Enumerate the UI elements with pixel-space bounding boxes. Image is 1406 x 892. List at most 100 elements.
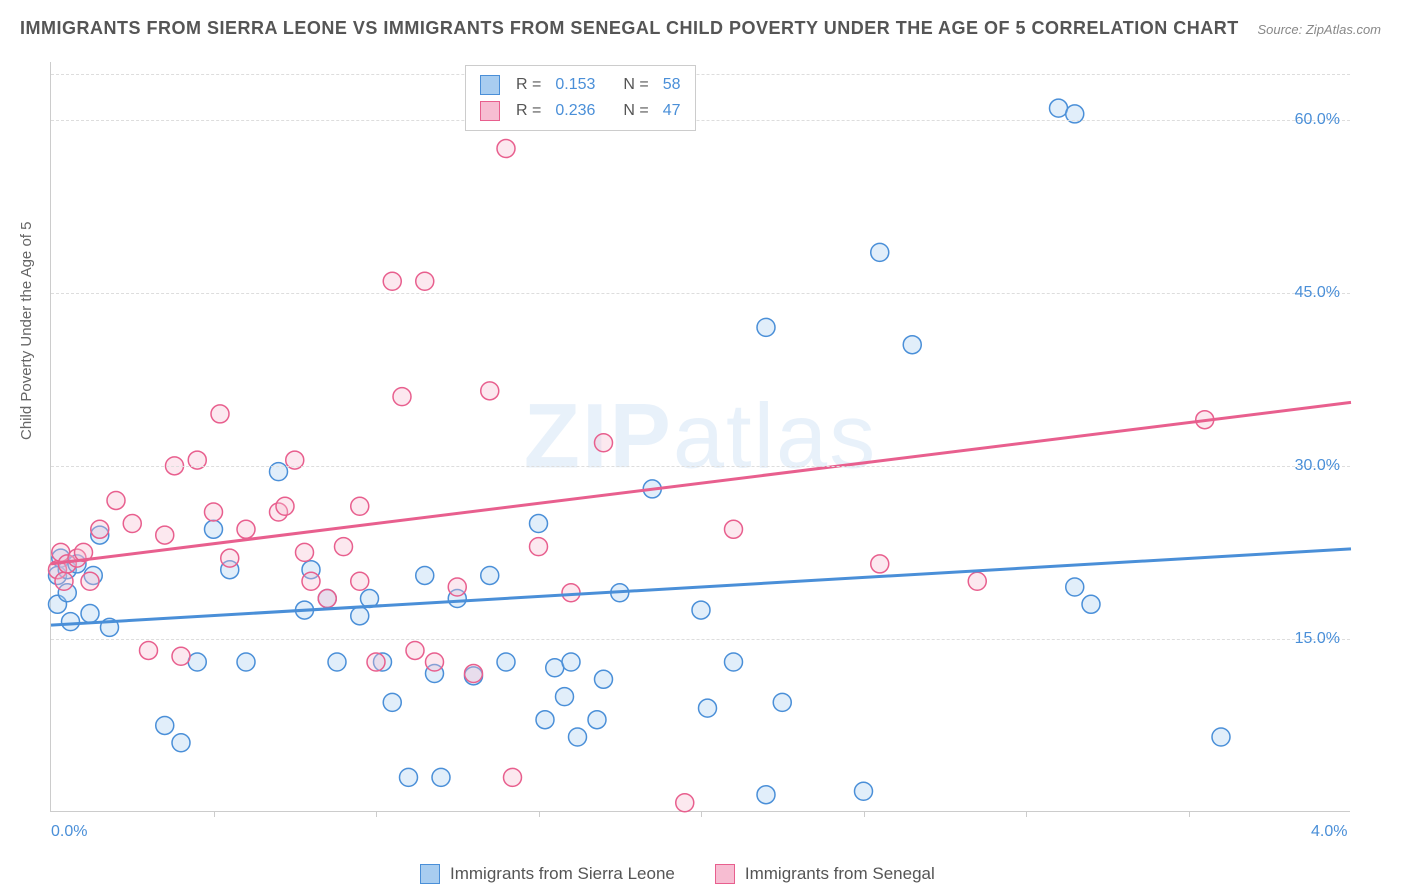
x-tick-mark bbox=[1026, 811, 1027, 817]
y-tick-label: 60.0% bbox=[1295, 111, 1340, 129]
r-value-1: 0.236 bbox=[555, 98, 595, 124]
x-tick-label: 0.0% bbox=[51, 823, 87, 841]
data-point bbox=[205, 503, 223, 521]
data-point bbox=[725, 520, 743, 538]
data-point bbox=[55, 572, 73, 590]
r-label: R = bbox=[516, 98, 541, 124]
data-point bbox=[448, 578, 466, 596]
data-point bbox=[855, 782, 873, 800]
data-point bbox=[237, 520, 255, 538]
n-value-0: 58 bbox=[663, 72, 681, 98]
data-point bbox=[871, 555, 889, 573]
legend-series: Immigrants from Sierra Leone Immigrants … bbox=[420, 864, 935, 884]
x-tick-mark bbox=[214, 811, 215, 817]
legend-stats: R = 0.153 N = 58 R = 0.236 N = 47 bbox=[465, 65, 696, 131]
data-point bbox=[465, 665, 483, 683]
data-point bbox=[211, 405, 229, 423]
data-point bbox=[416, 566, 434, 584]
y-tick-label: 45.0% bbox=[1295, 284, 1340, 302]
data-point bbox=[699, 699, 717, 717]
data-point bbox=[968, 572, 986, 590]
n-label: N = bbox=[623, 98, 648, 124]
swatch-series-1-b bbox=[715, 864, 735, 884]
data-point bbox=[595, 670, 613, 688]
data-point bbox=[903, 336, 921, 354]
data-point bbox=[383, 272, 401, 290]
data-point bbox=[504, 768, 522, 786]
data-point bbox=[871, 243, 889, 261]
data-point bbox=[773, 693, 791, 711]
data-point bbox=[107, 491, 125, 509]
data-point bbox=[546, 659, 564, 677]
data-point bbox=[497, 653, 515, 671]
swatch-series-0 bbox=[480, 75, 500, 95]
x-tick-mark bbox=[376, 811, 377, 817]
data-point bbox=[91, 520, 109, 538]
trend-line bbox=[51, 402, 1351, 564]
gridline bbox=[51, 466, 1350, 467]
data-point bbox=[588, 711, 606, 729]
data-point bbox=[221, 549, 239, 567]
data-point bbox=[140, 641, 158, 659]
plot-area: ZIPatlas 15.0%30.0%45.0%60.0%0.0%4.0% bbox=[50, 62, 1350, 812]
series-name-0: Immigrants from Sierra Leone bbox=[450, 864, 675, 884]
series-name-1: Immigrants from Senegal bbox=[745, 864, 935, 884]
x-tick-label: 4.0% bbox=[1311, 823, 1347, 841]
data-point bbox=[367, 653, 385, 671]
data-point bbox=[676, 794, 694, 812]
data-point bbox=[1212, 728, 1230, 746]
data-point bbox=[296, 543, 314, 561]
data-point bbox=[757, 318, 775, 336]
data-point bbox=[725, 653, 743, 671]
n-label: N = bbox=[623, 72, 648, 98]
data-point bbox=[276, 497, 294, 515]
data-point bbox=[188, 653, 206, 671]
data-point bbox=[426, 653, 444, 671]
data-point bbox=[416, 272, 434, 290]
y-axis-label: Child Poverty Under the Age of 5 bbox=[18, 222, 35, 440]
y-tick-label: 15.0% bbox=[1295, 630, 1340, 648]
n-value-1: 47 bbox=[663, 98, 681, 124]
data-point bbox=[432, 768, 450, 786]
data-point bbox=[351, 572, 369, 590]
data-point bbox=[536, 711, 554, 729]
legend-stats-row-0: R = 0.153 N = 58 bbox=[480, 72, 681, 98]
gridline bbox=[51, 120, 1350, 121]
data-point bbox=[351, 497, 369, 515]
r-value-0: 0.153 bbox=[555, 72, 595, 98]
x-tick-mark bbox=[1189, 811, 1190, 817]
plot-svg bbox=[51, 62, 1350, 811]
data-point bbox=[62, 613, 80, 631]
r-label: R = bbox=[516, 72, 541, 98]
data-point bbox=[328, 653, 346, 671]
data-point bbox=[569, 728, 587, 746]
gridline bbox=[51, 293, 1350, 294]
data-point bbox=[692, 601, 710, 619]
data-point bbox=[1066, 578, 1084, 596]
swatch-series-1 bbox=[480, 101, 500, 121]
x-tick-mark bbox=[539, 811, 540, 817]
data-point bbox=[595, 434, 613, 452]
data-point bbox=[497, 140, 515, 158]
y-tick-label: 30.0% bbox=[1295, 457, 1340, 475]
chart-title: IMMIGRANTS FROM SIERRA LEONE VS IMMIGRAN… bbox=[20, 18, 1239, 39]
data-point bbox=[318, 590, 336, 608]
x-tick-mark bbox=[864, 811, 865, 817]
data-point bbox=[481, 382, 499, 400]
data-point bbox=[172, 734, 190, 752]
data-point bbox=[302, 572, 320, 590]
legend-item-0: Immigrants from Sierra Leone bbox=[420, 864, 675, 884]
data-point bbox=[1082, 595, 1100, 613]
data-point bbox=[156, 526, 174, 544]
legend-item-1: Immigrants from Senegal bbox=[715, 864, 935, 884]
gridline bbox=[51, 639, 1350, 640]
data-point bbox=[400, 768, 418, 786]
swatch-series-0-b bbox=[420, 864, 440, 884]
data-point bbox=[81, 605, 99, 623]
data-point bbox=[172, 647, 190, 665]
gridline bbox=[51, 74, 1350, 75]
data-point bbox=[757, 786, 775, 804]
data-point bbox=[205, 520, 223, 538]
data-point bbox=[156, 716, 174, 734]
data-point bbox=[335, 538, 353, 556]
